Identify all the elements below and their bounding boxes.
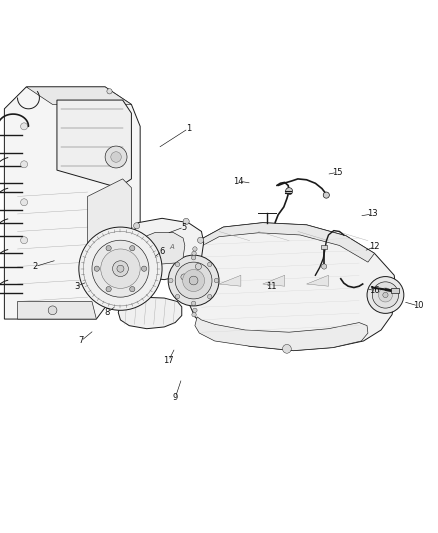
- Text: 5: 5: [181, 223, 187, 231]
- Circle shape: [189, 276, 198, 285]
- Circle shape: [113, 261, 128, 277]
- Text: 9: 9: [173, 393, 178, 402]
- Text: 11: 11: [266, 282, 277, 290]
- Text: 13: 13: [367, 209, 378, 219]
- Text: 12: 12: [369, 243, 380, 251]
- Circle shape: [191, 301, 196, 305]
- Circle shape: [195, 263, 201, 270]
- Polygon shape: [134, 219, 204, 280]
- Polygon shape: [88, 179, 131, 284]
- Polygon shape: [186, 223, 396, 351]
- Polygon shape: [4, 87, 140, 319]
- Circle shape: [168, 255, 219, 306]
- Text: 7: 7: [78, 336, 84, 345]
- Circle shape: [106, 287, 111, 292]
- Polygon shape: [57, 100, 131, 188]
- Circle shape: [372, 282, 399, 308]
- Circle shape: [208, 294, 212, 299]
- Polygon shape: [196, 223, 374, 262]
- Circle shape: [48, 306, 57, 314]
- Circle shape: [94, 266, 99, 271]
- Circle shape: [99, 229, 125, 255]
- Text: 14: 14: [233, 176, 244, 185]
- Circle shape: [21, 199, 28, 206]
- Circle shape: [183, 219, 189, 224]
- Text: 10: 10: [413, 302, 424, 310]
- Polygon shape: [195, 317, 368, 351]
- Circle shape: [183, 270, 205, 292]
- Circle shape: [367, 277, 404, 313]
- Circle shape: [104, 235, 120, 251]
- Polygon shape: [307, 275, 328, 286]
- FancyBboxPatch shape: [391, 287, 399, 293]
- Polygon shape: [118, 297, 182, 329]
- Text: 17: 17: [163, 356, 174, 365]
- Circle shape: [286, 188, 293, 195]
- Circle shape: [193, 308, 197, 312]
- Circle shape: [79, 227, 162, 310]
- Circle shape: [111, 152, 121, 162]
- Circle shape: [321, 264, 327, 269]
- Circle shape: [193, 247, 197, 251]
- Circle shape: [214, 278, 219, 282]
- Text: 1: 1: [186, 124, 191, 133]
- Circle shape: [105, 146, 127, 168]
- Circle shape: [383, 292, 388, 297]
- Circle shape: [117, 265, 124, 272]
- Polygon shape: [263, 275, 285, 286]
- Circle shape: [169, 278, 173, 282]
- FancyBboxPatch shape: [321, 245, 327, 249]
- Text: 8: 8: [105, 308, 110, 317]
- Circle shape: [378, 288, 392, 302]
- Circle shape: [134, 223, 140, 229]
- Circle shape: [192, 312, 196, 317]
- Circle shape: [208, 262, 212, 266]
- Text: 3: 3: [74, 282, 79, 290]
- Circle shape: [191, 255, 196, 260]
- Circle shape: [130, 246, 135, 251]
- Text: 15: 15: [332, 168, 343, 177]
- Text: 16: 16: [369, 286, 380, 295]
- Text: 2: 2: [32, 262, 38, 271]
- Circle shape: [101, 249, 140, 288]
- Circle shape: [106, 246, 111, 251]
- Polygon shape: [219, 275, 241, 286]
- Polygon shape: [18, 302, 96, 319]
- Circle shape: [141, 266, 147, 271]
- Polygon shape: [122, 285, 139, 297]
- Circle shape: [323, 192, 329, 198]
- Polygon shape: [145, 232, 185, 264]
- Text: A: A: [170, 244, 174, 250]
- Circle shape: [198, 237, 204, 243]
- Circle shape: [130, 287, 135, 292]
- Circle shape: [175, 262, 212, 299]
- Circle shape: [181, 274, 187, 280]
- Circle shape: [92, 240, 149, 297]
- Circle shape: [283, 344, 291, 353]
- Text: 6: 6: [159, 247, 165, 256]
- Circle shape: [107, 88, 112, 94]
- Polygon shape: [26, 87, 131, 104]
- Polygon shape: [188, 240, 199, 293]
- Circle shape: [135, 268, 141, 274]
- Circle shape: [175, 262, 180, 266]
- Circle shape: [21, 123, 28, 130]
- Circle shape: [192, 251, 196, 255]
- Circle shape: [175, 294, 180, 299]
- Circle shape: [21, 161, 28, 168]
- Circle shape: [21, 237, 28, 244]
